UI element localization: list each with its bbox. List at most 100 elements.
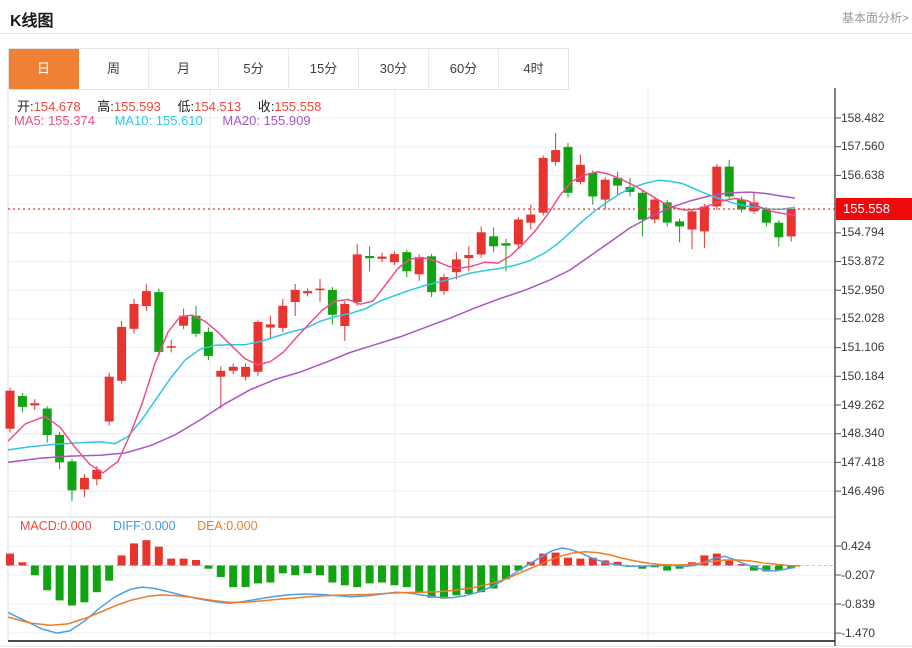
macd-bar [514,565,523,571]
macd-bar [700,555,709,566]
candle-body [42,408,52,435]
macd-bar [30,565,39,576]
axis-tick-label: 146.496 [841,484,885,498]
low-value: 154.513 [194,99,242,114]
axis-tick-label: 153.872 [841,254,885,268]
ohlc-readout: 开:154.678 高:155.593 低:154.513 收:155.558 [17,96,334,115]
candle-body [352,254,362,302]
candle-body [600,179,610,200]
macd-bar [18,562,27,566]
macd-bar [427,565,436,598]
macd-bar [402,565,411,588]
tab-5min[interactable]: 5分 [219,49,289,89]
candle-body [712,166,722,207]
macd-bar [303,565,312,574]
axis-tick-label: -0.207 [841,568,876,582]
diff-value: DIFF:0.000 [113,519,176,533]
candle-body [489,236,499,247]
candle-body [377,256,387,259]
macd-bar [762,565,771,572]
tab-15min[interactable]: 15分 [289,49,359,89]
candle-body [55,434,65,463]
candle-body [30,403,40,406]
candle-body [365,256,375,259]
macd-bar [440,565,448,599]
ma5-value: MA5: 155.374 [14,113,95,128]
macd-bar [241,565,250,588]
candle-body [253,322,263,372]
candle-body [117,326,127,381]
macd-bar [638,565,647,569]
candle-body [761,209,771,223]
axis-tick-label: 0.424 [841,539,872,553]
header-divider [0,33,912,34]
tab-month[interactable]: 月 [149,49,219,89]
candle-body [501,243,511,246]
macd-bar [179,558,188,566]
candle-body [191,315,201,334]
macd-bar [316,565,324,576]
diff-line [7,547,796,634]
candle-body [104,376,114,422]
candle-body [241,366,251,377]
macd-bar [551,552,560,566]
ma-readout: MA5: 155.374 MA10: 155.610 MA20: 155.909 [14,113,311,128]
axis-tick-label: 154.794 [841,225,885,239]
macd-bar [415,565,424,594]
macd-bar [353,565,362,588]
candle-body [427,256,437,293]
macd-bar [278,565,287,574]
macd-bar [55,565,64,601]
tab-week[interactable]: 周 [79,49,149,89]
candle-body [613,177,623,186]
tab-60min[interactable]: 60分 [429,49,499,89]
candle-body [439,277,449,292]
candle-body [588,172,598,197]
fundamental-analysis-link[interactable]: 基本面分析> [841,11,909,25]
macd-bar [737,564,746,566]
axis-tick-label: 150.184 [841,369,885,383]
candle-body [389,254,399,263]
ma5-line [7,170,796,474]
macd-bar [68,565,76,606]
candle-body [79,477,89,490]
page-title: K线图 [10,13,54,30]
macd-bar [291,565,300,576]
high-value: 155.593 [113,99,161,114]
tab-30min[interactable]: 30分 [359,49,429,89]
candle-body [538,157,548,213]
axis-tick-label: 149.262 [841,398,885,412]
candle-body [290,289,300,302]
candle-body [476,232,486,255]
ma20-line [7,191,796,464]
candle-body [526,214,536,223]
tab-4hour[interactable]: 4时 [499,49,568,89]
candle-body [464,255,474,259]
close-value: 155.558 [274,99,322,114]
open-label: 开: [17,99,34,114]
high-label: 高: [97,99,114,114]
macd-bar [564,557,572,566]
candle-body [724,166,734,197]
current-price-tag: 155.558 [836,198,912,220]
macd-bar [588,557,597,566]
ma10-value: MA10: 155.610 [114,113,203,128]
tab-day[interactable]: 日 [9,49,79,89]
candle-body [141,291,151,306]
macd-bar [80,565,89,603]
macd-bar [774,565,783,571]
candle-body [5,390,15,429]
candle-body [774,222,784,238]
macd-bar [712,553,721,566]
macd-bar [452,565,461,596]
candle-body [265,324,275,328]
macd-bar [675,565,684,569]
axis-tick-label: -0.839 [841,597,876,611]
candle-body [179,315,189,326]
macd-bar [92,565,101,593]
axis-tick-label: 152.950 [841,283,885,297]
macd-bar [216,565,225,577]
macd-bar [539,553,548,566]
macd-bar [130,543,138,566]
